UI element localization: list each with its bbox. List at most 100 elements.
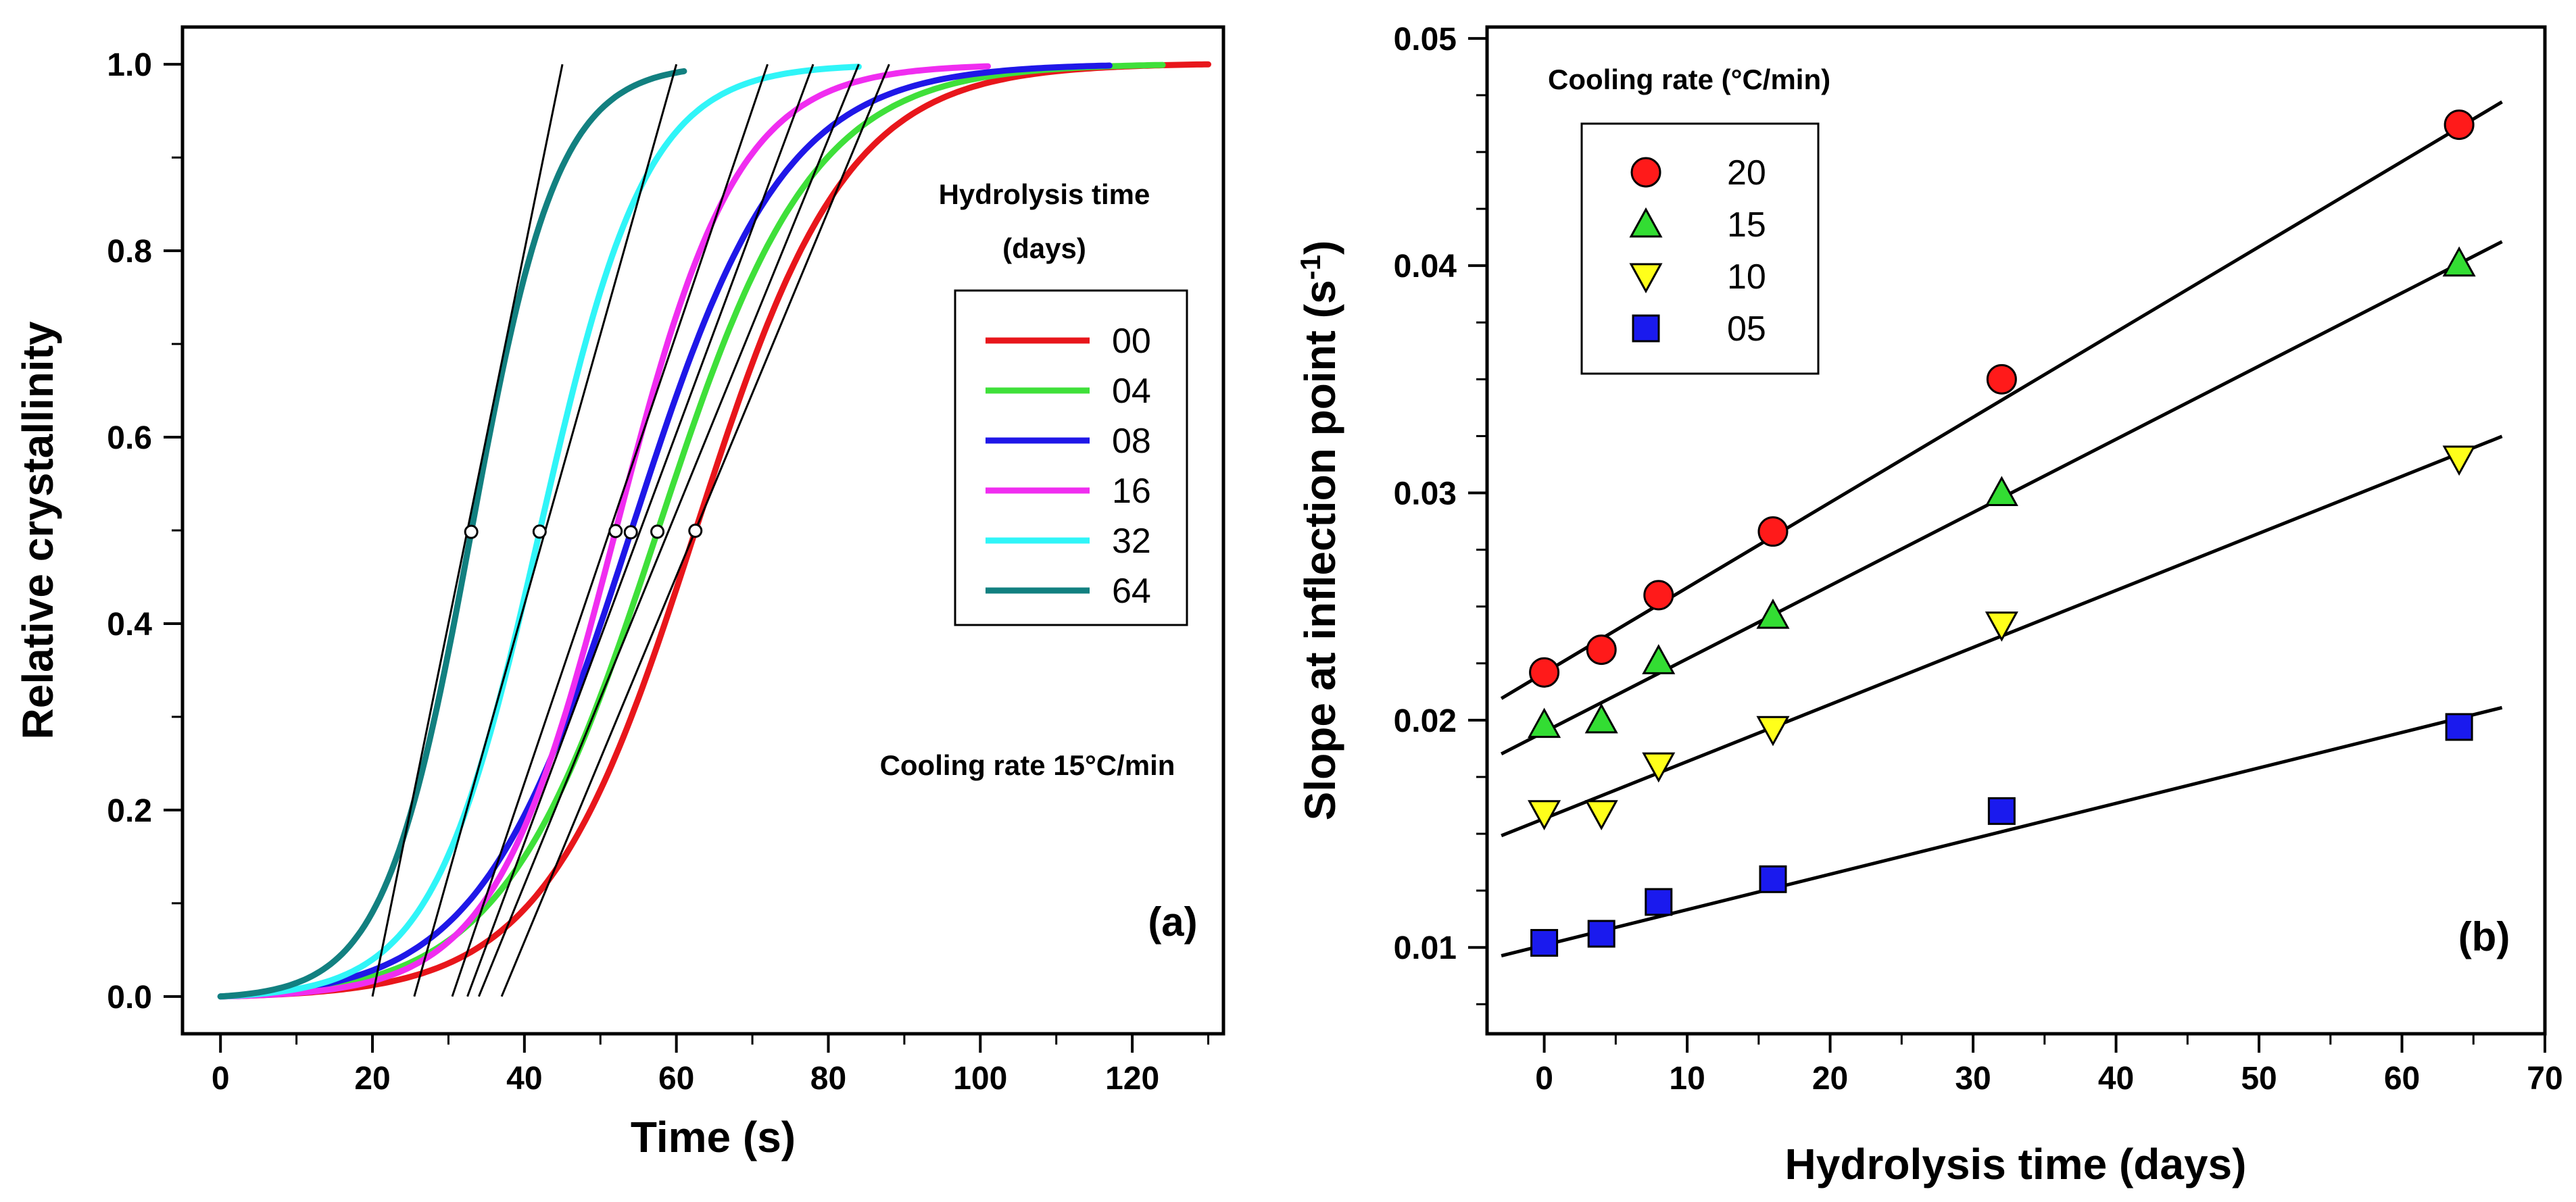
panel-a-label: (a): [1148, 899, 1197, 945]
a-y-tick-label-4: 0.8: [107, 234, 152, 270]
b-x-tick-label-10: 10: [1669, 1061, 1705, 1097]
point-15-32: [1985, 476, 2018, 507]
legend-a-label-04: 04: [1112, 372, 1151, 411]
inflection-marker-32: [532, 524, 547, 539]
tangent-line-04: [478, 64, 860, 997]
a-x-tick-label-80: 80: [810, 1061, 846, 1097]
legend-b-label-15: 15: [1727, 205, 1766, 245]
point-15-8: [1642, 644, 1676, 674]
point-10-4: [1584, 800, 1618, 830]
b-x-tick-label-40: 40: [2098, 1061, 2134, 1097]
point-20-32: [1986, 364, 2017, 395]
legend-a-label-16: 16: [1112, 472, 1151, 511]
point-20-16: [1757, 516, 1789, 547]
point-10-0: [1528, 800, 1561, 830]
legend-a-label-00: 00: [1112, 322, 1151, 361]
legend-b-title: Cooling rate (°C/min): [1548, 64, 1830, 95]
b-y-tick-label-0: 0.01: [1394, 930, 1457, 966]
point-20-4: [1586, 634, 1617, 666]
legend-a: 00 04 08 16 32 64: [954, 289, 1188, 626]
legend-b-label-20: 20: [1727, 153, 1766, 193]
a-y-tick-label-0: 0.0: [107, 980, 152, 1016]
panel-a-y-axis-title: Relative crystallinity: [14, 321, 62, 739]
point-15-64: [2442, 246, 2476, 277]
legend-b-label-05: 05: [1727, 309, 1766, 349]
b-x-tick-label-70: 70: [2527, 1061, 2562, 1097]
series-line-08: [217, 62, 1113, 1000]
point-05-64: [2445, 713, 2473, 741]
legend-b: 20 15 10 05: [1580, 122, 1820, 375]
point-05-4: [1587, 920, 1615, 948]
legend-a-title-line2: (days): [1002, 232, 1086, 264]
panel-b-y-axis-title: Slope at inflection point (s-1): [1294, 241, 1344, 821]
panel-a-relative-crystallinity: 0 20 40 60 80 100 120 0.0 0.2 0.4 0.6 0.8 1.0 Relati…: [14, 25, 1225, 1161]
b-y-tick-label-2: 0.03: [1394, 476, 1457, 512]
a-y-tick-label-2: 0.4: [107, 607, 152, 643]
b-x-tick-label-30: 30: [1955, 1061, 1991, 1097]
panel-a-annotation: Cooling rate 15°C/min: [880, 749, 1175, 781]
legend-b-box: [1580, 122, 1820, 375]
point-15-0: [1528, 707, 1561, 738]
inflection-marker-08: [623, 525, 638, 540]
inflection-marker-04: [650, 524, 665, 539]
b-x-tick-label-60: 60: [2384, 1061, 2420, 1097]
point-15-16: [1756, 599, 1790, 629]
legend-b-swatch-10: [1629, 263, 1663, 294]
a-x-tick-label-100: 100: [953, 1061, 1007, 1097]
legend-a-box: [954, 289, 1188, 626]
panel-a-inflection-markers: [464, 524, 703, 540]
panel-a-ticks: 0 20 40 60 80 100 120 0.0 0.2 0.4 0.6 0.8 1.0: [107, 47, 1210, 1097]
point-05-16: [1759, 865, 1787, 893]
a-x-tick-label-20: 20: [354, 1061, 390, 1097]
legend-b-items: 20 15 10 05: [1629, 153, 1766, 349]
a-x-tick-label-0: 0: [212, 1061, 230, 1097]
a-x-tick-label-120: 120: [1105, 1061, 1159, 1097]
point-05-32: [1987, 797, 2016, 825]
legend-b-swatch-15: [1629, 207, 1663, 238]
legend-a-items: 00 04 08 16 32 64: [986, 322, 1151, 611]
panel-b-frame: [1485, 25, 2547, 1036]
a-x-tick-label-60: 60: [658, 1061, 694, 1097]
panel-b-label: (b): [2458, 914, 2510, 959]
legend-a-label-32: 32: [1112, 522, 1151, 561]
panel-b-slope-vs-hydrolysis: 0 10 20 30 40 50 60 70 0.01 0.02 0.03 0.04 0.05 Slop…: [1294, 22, 2563, 1188]
point-10-16: [1756, 716, 1790, 747]
legend-a-title-line1: Hydrolysis time: [939, 178, 1150, 210]
a-y-tick-label-5: 1.0: [107, 47, 152, 83]
series-line-16: [217, 63, 991, 1000]
a-x-tick-label-40: 40: [506, 1061, 542, 1097]
b-x-tick-label-50: 50: [2241, 1061, 2277, 1097]
b-x-tick-label-0: 0: [1535, 1061, 1553, 1097]
panel-b-ticks: 0 10 20 30 40 50 60 70 0.01 0.02 0.03 0.04 0.05: [1394, 22, 2563, 1097]
legend-a-label-08: 08: [1112, 422, 1151, 461]
series-line-64: [217, 68, 687, 1000]
a-y-tick-label-3: 0.6: [107, 420, 152, 456]
inflection-marker-16: [608, 524, 623, 539]
panel-b-y-axis-title-end: ): [1296, 241, 1344, 255]
inflection-marker-64: [464, 524, 479, 539]
point-10-64: [2442, 445, 2476, 476]
panel-a-x-axis-title: Time (s): [631, 1113, 796, 1161]
panel-b-data-points: [1528, 109, 2476, 957]
b-y-tick-label-3: 0.04: [1394, 249, 1457, 284]
b-y-tick-label-4: 0.05: [1394, 22, 1457, 57]
point-10-8: [1642, 752, 1676, 783]
point-05-0: [1530, 928, 1559, 957]
legend-b-label-10: 10: [1727, 257, 1766, 297]
panel-b-y-axis-title-superscript: -1: [1294, 255, 1326, 280]
point-20-0: [1529, 657, 1560, 688]
point-05-8: [1645, 888, 1673, 916]
legend-b-swatch-05: [1632, 314, 1660, 343]
point-20-64: [2444, 109, 2475, 141]
point-20-8: [1643, 580, 1674, 611]
legend-a-label-64: 64: [1112, 572, 1151, 611]
fit-line-05: [1501, 705, 2503, 957]
legend-b-swatch-20: [1630, 157, 1661, 188]
panel-b-x-axis-title: Hydrolysis time (days): [1785, 1140, 2247, 1188]
panel-b-y-axis-title-main: Slope at inflection point (s: [1296, 280, 1344, 820]
tangent-line-08: [466, 64, 815, 997]
point-15-4: [1584, 703, 1618, 734]
point-10-32: [1985, 611, 2018, 642]
inflection-marker-00: [688, 524, 703, 539]
